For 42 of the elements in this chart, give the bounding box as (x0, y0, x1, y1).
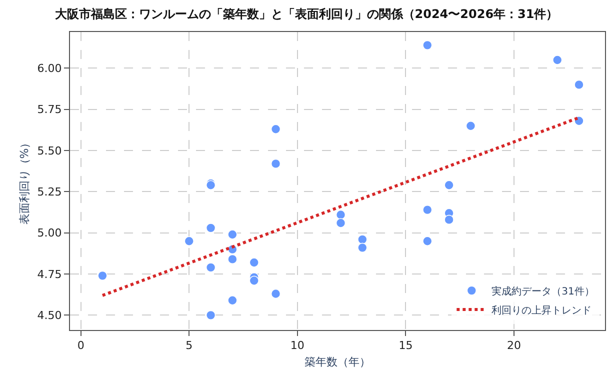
point (184, 236, 194, 246)
point (270, 124, 281, 134)
point (249, 276, 260, 286)
y-axis-title: 表面利回り（%） (18, 137, 31, 225)
legend-label: 利回りの上昇トレンド (492, 304, 592, 316)
y-tick-label: 5.00 (37, 226, 62, 240)
y-tick-label: 4.50 (37, 309, 62, 322)
point (422, 40, 432, 50)
point (552, 55, 562, 65)
point (336, 218, 346, 228)
point (228, 295, 238, 306)
chart-title: 大阪市福島区：ワンルームの「築年数」と「表面利回り」の関係（2024〜2026年：31件） (54, 6, 558, 21)
y-tick-label: 5.25 (37, 186, 62, 199)
point (270, 288, 281, 299)
point (358, 242, 368, 253)
point (206, 310, 216, 320)
y-tick-label: 5.50 (37, 144, 62, 158)
point (422, 236, 432, 246)
y-tick-label: 5.75 (37, 103, 62, 116)
point (358, 234, 368, 244)
x-tick-label: 5 (186, 339, 193, 352)
x-tick-label: 10 (290, 339, 304, 352)
point (206, 262, 216, 272)
point (228, 254, 238, 264)
point (249, 258, 260, 268)
x-tick-label: 0 (77, 339, 84, 352)
point (336, 210, 346, 220)
point (444, 180, 454, 190)
point (206, 223, 216, 233)
point (270, 158, 281, 169)
point (574, 80, 584, 90)
point (466, 120, 476, 131)
x-tick-label: 15 (398, 339, 413, 352)
y-tick-label: 6.00 (37, 62, 62, 76)
point (98, 270, 108, 281)
y-tick-label: 4.75 (37, 268, 62, 281)
point (422, 204, 432, 215)
x-tick-label: 20 (507, 339, 522, 352)
point (444, 214, 454, 225)
legend-label: 実成約データ（31件） (492, 285, 594, 298)
point (228, 230, 238, 240)
x-axis-title: 築年数（年） (304, 355, 370, 368)
